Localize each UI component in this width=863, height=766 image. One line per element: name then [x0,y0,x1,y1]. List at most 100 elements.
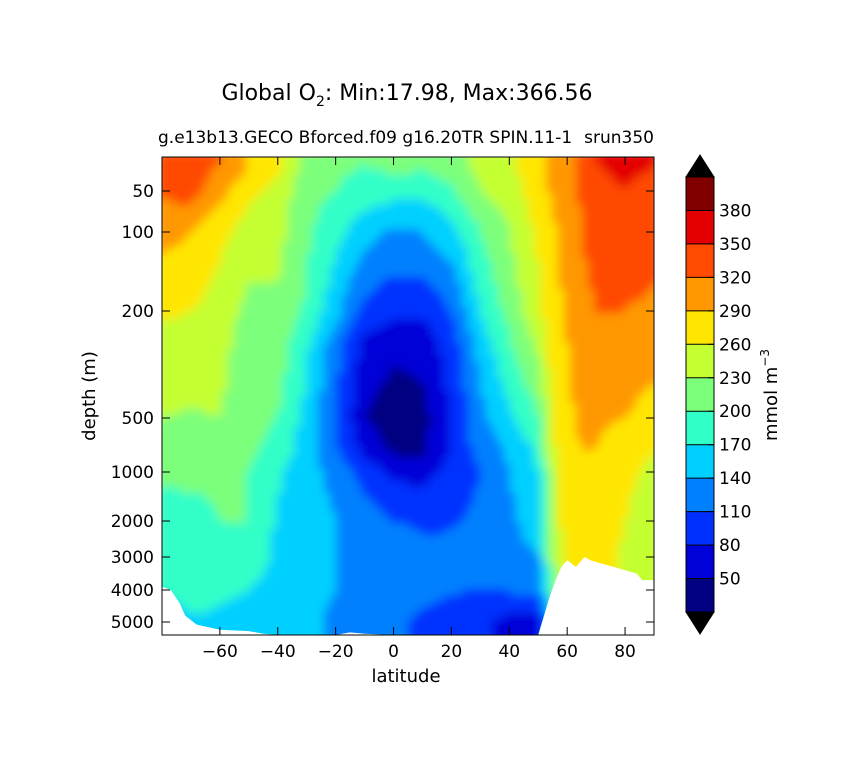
contour-cell [594,445,601,452]
contour-cell [264,337,271,344]
contour-cell [648,241,654,248]
contour-cell [270,385,277,392]
contour-cell [450,361,457,368]
contour-cell [504,277,511,284]
contour-cell [378,211,385,218]
contour-cell [630,409,637,416]
contour-cell [486,445,493,452]
contour-cell [288,367,295,374]
contour-cell [246,169,253,176]
contour-cell [336,223,343,230]
contour-cell [510,403,517,410]
contour-cell [174,463,181,470]
contour-cell [504,385,511,392]
contour-cell [432,403,439,410]
contour-cell [240,349,247,356]
contour-cell [312,181,319,188]
contour-cell [252,457,259,464]
contour-cell [312,283,319,290]
contour-cell [216,283,223,290]
contour-cell [372,271,379,278]
contour-cell [174,181,181,188]
contour-cell [264,175,271,182]
contour-cell [456,403,463,410]
contour-cell [342,427,349,434]
contour-cell [294,439,301,446]
contour-cell [252,157,259,164]
contour-cell [204,469,211,476]
contour-cell [288,313,295,320]
contour-cell [654,331,661,338]
contour-cell [318,223,325,230]
contour-cell [186,199,193,206]
contour-cell [342,265,349,272]
contour-cell [594,289,601,296]
contour-cell [396,217,403,224]
contour-cell [516,355,523,362]
contour-cell [174,487,181,494]
contour-cell [552,247,559,254]
contour-cell [306,289,313,296]
contour-cell [486,481,493,488]
contour-cell [492,163,499,170]
contour-cell [576,373,583,380]
contour-cell [600,445,607,452]
contour-cell [372,481,379,488]
contour-cell [198,289,205,296]
contour-cell [186,373,193,380]
contour-cell [492,241,499,248]
contour-cell [516,265,523,272]
contour-cell [630,289,637,296]
contour-cell [654,307,661,314]
contour-cell [462,163,469,170]
contour-cell [414,385,421,392]
contour-cell [564,451,571,458]
contour-cell [348,307,355,314]
contour-cell [582,433,589,440]
contour-cell [432,427,439,434]
contour-cell [426,307,433,314]
contour-cell [492,217,499,224]
contour-cell [432,271,439,278]
contour-cell [174,283,181,290]
contour-cell [534,403,541,410]
contour-cell [288,223,295,230]
contour-cell [300,253,307,260]
contour-cell [420,259,427,266]
contour-cell [588,469,595,476]
contour-cell [354,253,361,260]
contour-cell [564,313,571,320]
contour-cell [342,475,349,482]
contour-cell [318,355,325,362]
contour-cell [216,235,223,242]
contour-cell [582,349,589,356]
contour-cell [486,385,493,392]
contour-cell [258,337,265,344]
contour-cell [432,169,439,176]
contour-cell [414,289,421,296]
contour-cell [498,403,505,410]
contour-cell [396,235,403,242]
contour-cell [222,415,229,422]
contour-cell [180,295,187,302]
contour-cell [342,235,349,242]
contour-cell [348,469,355,476]
contour-cell [162,403,169,410]
contour-cell [438,181,445,188]
contour-cell [282,403,289,410]
contour-cell [210,253,217,260]
contour-cell [216,361,223,368]
contour-cell [216,289,223,296]
contour-cell [570,379,577,386]
contour-cell [510,367,517,374]
contour-cell [504,241,511,248]
contour-cell [366,217,373,224]
contour-cell [264,391,271,398]
contour-cell [546,355,553,362]
contour-cell [492,265,499,272]
contour-cell [246,259,253,266]
contour-cell [222,499,229,506]
contour-cell [246,427,253,434]
contour-cell [516,283,523,290]
contour-cell [324,307,331,314]
